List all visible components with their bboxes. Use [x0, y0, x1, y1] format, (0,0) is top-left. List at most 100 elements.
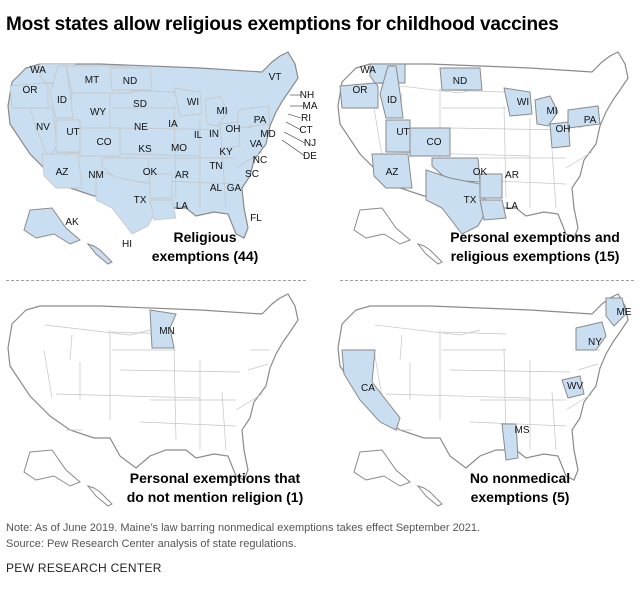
state-border: [565, 393, 593, 411]
chart-title: Most states allow religious exemptions f…: [6, 14, 559, 35]
divider-left: [6, 280, 306, 281]
state-label-nd: ND: [123, 76, 137, 87]
state-label-sd: SD: [133, 99, 147, 110]
state-border: [469, 421, 567, 427]
state-ar: [479, 173, 503, 199]
state-label-wy: WY: [90, 107, 106, 118]
state-label-ok: OK: [473, 167, 488, 178]
caption-religious-line1: Religious: [173, 229, 237, 245]
state-nd: [109, 67, 153, 91]
caption-personal-only: Personal exemptions that do not mention …: [120, 469, 310, 507]
state-label-ak: AK: [65, 217, 79, 228]
caption-personal-and-religious: Personal exemptions and religious exempt…: [440, 228, 630, 266]
state-label-ky: KY: [219, 147, 233, 158]
state-la: [479, 199, 507, 221]
state-ny: [575, 321, 607, 351]
state-label-nd: ND: [453, 76, 467, 87]
caption-no-nonmedical: No nonmedical exemptions (5): [460, 469, 580, 507]
state-co: [79, 127, 121, 157]
state-border: [247, 363, 269, 371]
state-la: [149, 199, 177, 221]
state-label-wi: WI: [187, 97, 199, 108]
state-label-nh: NH: [300, 90, 314, 101]
state-label-nc: NC: [253, 155, 267, 166]
state-or: [339, 82, 379, 109]
state-nv: [29, 107, 59, 157]
state-border: [441, 331, 507, 335]
state-border: [139, 421, 237, 427]
caption-personal-only-line2: do not mention religion (1): [126, 489, 304, 505]
state-label-ar: AR: [175, 170, 189, 181]
state-label-ma: MA: [303, 101, 318, 112]
state-label-il: IL: [194, 130, 203, 141]
state-wv: [561, 375, 585, 399]
state-border: [449, 369, 571, 373]
state-border: [43, 349, 53, 399]
state-az: [371, 153, 413, 189]
state-ms: [501, 423, 519, 461]
state-label-az: AZ: [386, 167, 399, 178]
state-mn: [149, 309, 177, 349]
source-text: Source: Pew Research Center analysis of …: [6, 538, 297, 550]
alaska-shape: [23, 207, 81, 245]
us-outline: [7, 293, 299, 481]
state-wi: [173, 87, 203, 117]
leader-line: [283, 131, 306, 144]
leader-line: [281, 139, 306, 157]
us-map-personal-and-religious: WA OR ID ND UT CO AZ OK TX AR LA WI MI OH PA: [337, 51, 629, 265]
leader-line: [287, 113, 302, 119]
state-border: [503, 105, 507, 199]
state-label-ut: UT: [66, 127, 79, 138]
note-text: Note: As of June 2019. Maine’s law barri…: [6, 522, 481, 534]
state-border: [44, 324, 131, 336]
state-label-wi: WI: [517, 97, 529, 108]
state-id: [379, 65, 404, 119]
state-label-ut: UT: [396, 127, 409, 138]
state-label-va: VA: [250, 139, 263, 150]
map-panel-religious: WA OR ID MT ND SD WY NV UT CO NE KS AZ NM OK TX IA MO IL WI…: [0, 48, 320, 278]
state-label-wa: WA: [30, 65, 46, 76]
state-pa: [567, 105, 601, 129]
map-panel-personal-and-religious: WA OR ID ND UT CO AZ OK TX AR LA WI MI OH PA: [330, 48, 640, 278]
state-mi: [204, 95, 229, 127]
state-border: [173, 347, 177, 441]
state-ar: [149, 173, 173, 199]
state-or: [9, 82, 49, 109]
state-label-al: AL: [210, 183, 223, 194]
state-oh: [549, 121, 571, 149]
state-wi: [503, 87, 533, 117]
state-tx: [95, 169, 159, 235]
alaska-shape: [353, 449, 411, 487]
state-label-sc: SC: [245, 169, 259, 180]
state-label-in: IN: [209, 129, 219, 140]
state-label-az: AZ: [56, 167, 69, 178]
state-border: [69, 334, 73, 361]
state-label-mt: MT: [85, 75, 99, 86]
state-tx: [425, 169, 489, 235]
state-label-wv: WV: [567, 381, 583, 392]
state-pa: [237, 105, 271, 129]
state-label-vt: VT: [269, 72, 282, 83]
us-map-no-nonmedical: CA NY ME WV MS: [337, 293, 632, 507]
state-border: [235, 393, 263, 411]
state-label-nm: NM: [88, 170, 104, 181]
state-label-mn: MN: [159, 326, 175, 337]
caption-no-nonmedical-line1: No nonmedical: [469, 470, 571, 486]
hawaii-shape: [86, 242, 113, 265]
caption-religious-line2: exemptions (44): [151, 248, 259, 264]
alaska-shape: [23, 449, 81, 487]
state-border: [385, 393, 531, 399]
state-label-wa: WA: [360, 65, 376, 76]
state-border: [565, 151, 593, 169]
state-border: [551, 149, 557, 209]
hawaii-shape: [86, 484, 113, 507]
caption-personal-and-religious-line1: Personal exemptions and: [450, 229, 620, 245]
state-label-co: CO: [427, 137, 442, 148]
state-label-me: ME: [617, 307, 632, 318]
state-border: [119, 369, 241, 373]
state-label-ia: IA: [168, 119, 178, 130]
state-border: [374, 324, 461, 336]
state-label-la: LA: [176, 201, 189, 212]
state-oh: [219, 121, 241, 149]
state-border: [235, 151, 263, 169]
